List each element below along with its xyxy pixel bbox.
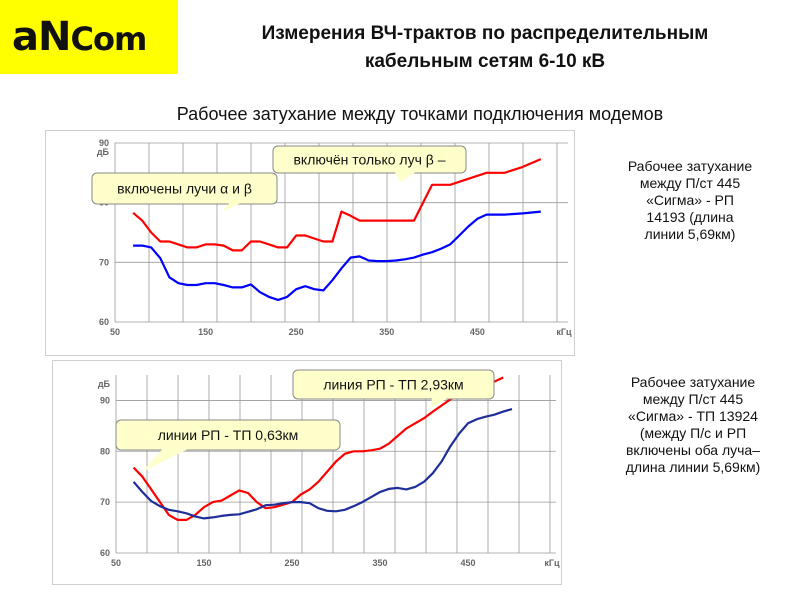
chart2-callout-1-text: линия РП - ТП 2,93км <box>323 377 463 393</box>
side-label-bottom: Рабочее затухание между П/ст 445 «Сигма» -… <box>598 374 788 476</box>
chart2-callout-2-pointer <box>142 449 187 472</box>
chart2-xtick-label: 50 <box>111 558 121 568</box>
chart2-ytick-label: 60 <box>100 548 110 558</box>
chart2-xtick-label: 350 <box>372 558 387 568</box>
chart1-series-2-line <box>133 210 541 301</box>
logo-letter-a: a <box>12 14 39 60</box>
chart2-xtick-label: 250 <box>284 558 299 568</box>
chart2-callout-1-pointer <box>430 398 447 408</box>
page-title: Измерения ВЧ-трактов по распределительны… <box>205 20 765 76</box>
chart1-callout-2-box <box>272 145 467 174</box>
logo-letters-com: Com <box>70 20 147 58</box>
chart1-callout-1-box <box>91 172 278 205</box>
chart2-ytick-label: 80 <box>100 446 110 456</box>
page-subtitle: Рабочее затухание между точками подключе… <box>176 104 664 124</box>
chart2-x-unit: кГц <box>544 558 560 568</box>
side-label-bottom-line-5: включены оба луча– <box>625 442 761 458</box>
chart2-callout-2: линии РП - ТП 0,63км <box>115 419 341 472</box>
chart1-callout-2: включён только луч β – <box>272 145 467 182</box>
side-label-bottom-line-1: Рабочее затухание <box>630 374 756 390</box>
chart2-callout-2-box <box>115 419 341 451</box>
chart2-callout-1-box <box>292 369 495 400</box>
chart1-x-unit: кГц <box>556 327 572 337</box>
title-line-2: кабельным сетям 6-10 кВ <box>364 51 606 72</box>
chart1-xtick-label: 350 <box>379 327 394 337</box>
chart1-xtick-label: 450 <box>470 327 485 337</box>
chart2-callout-1: линия РП - ТП 2,93км <box>292 369 495 408</box>
logo-letter-n: N <box>38 14 71 60</box>
ancom-logo: aNCom <box>12 12 147 64</box>
title-line-1: Измерения ВЧ-трактов по распределительны… <box>261 23 709 44</box>
side-label-top-line-2: между П/ст 445 <box>639 175 741 191</box>
chart1-y-unit: дБ <box>97 147 110 157</box>
side-label-top-line-3: «Сигма» - РП <box>646 192 734 208</box>
chart-top: 60708090дБ50150250350450кГцвключены лучи… <box>45 130 575 356</box>
side-label-top-line-5: линии 5,69км) <box>644 226 736 242</box>
chart2-xtick-label: 450 <box>460 558 475 568</box>
side-label-bottom-line-4: (между П/с и РП <box>639 425 747 441</box>
chart2-series-1-line <box>132 376 504 521</box>
chart2-ytick-label: 90 <box>100 395 110 405</box>
logo-box: aNCom <box>0 0 178 74</box>
chart2-callout-2-text: линии РП - ТП 0,63км <box>158 427 299 443</box>
side-label-top-line-1: Рабочее затухание <box>627 158 753 174</box>
side-label-bottom-line-6: длина линии 5,69км) <box>625 459 761 475</box>
side-label-bottom-line-2: между П/ст 445 <box>642 391 744 407</box>
chart1-ytick-label: 90 <box>99 138 109 148</box>
side-label-top: Рабочее затухание между П/ст 445 «Сигма» -… <box>596 158 784 243</box>
chart1-xtick-label: 250 <box>289 327 304 337</box>
chart1-ytick-label: 60 <box>99 317 109 327</box>
chart-bottom: 60 70 80 90 дБ 50 150 250 350 450 кГц линия РП - ТП… <box>52 360 562 585</box>
chart2-ytick-label: 70 <box>100 497 110 507</box>
chart1-callout-2-pointer <box>395 172 415 182</box>
chart1-callout-1-text: включены лучи α и β <box>117 181 252 197</box>
chart1-xtick-label: 50 <box>110 327 120 337</box>
chart1-callout-1-pointer <box>221 202 242 212</box>
side-label-bottom-line-3: «Сигма» - ТП 13924 <box>628 408 758 424</box>
chart1-ytick-label: 70 <box>99 257 109 267</box>
chart2-y-unit: дБ <box>98 379 111 389</box>
chart1-callout-2-text: включён только луч β – <box>293 152 445 168</box>
side-label-top-line-4: 14193 (длина <box>646 209 734 225</box>
chart1-series-1-line <box>132 158 542 252</box>
chart2-series-2-line <box>132 408 513 520</box>
chart1-xtick-label: 150 <box>198 327 213 337</box>
chart2-xtick-label: 150 <box>196 558 211 568</box>
chart1-callout-1: включены лучи α и β <box>91 172 278 212</box>
